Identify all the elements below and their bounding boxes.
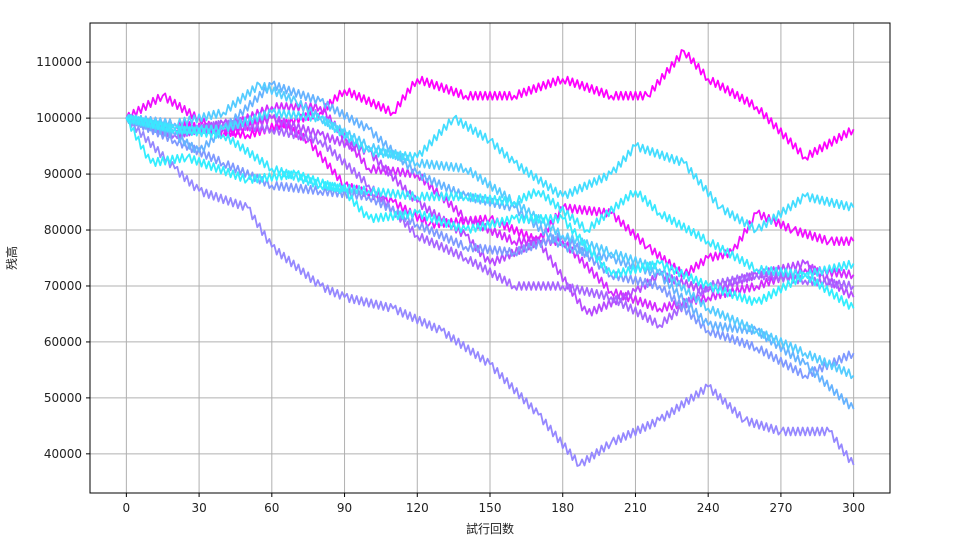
series-line-9 xyxy=(125,81,855,380)
series-line-12 xyxy=(126,117,855,310)
x-tick-label: 90 xyxy=(337,501,352,515)
series-line-10 xyxy=(125,108,855,234)
x-tick-label: 210 xyxy=(624,501,647,515)
y-tick-label: 100000 xyxy=(36,111,82,125)
x-tick-label: 240 xyxy=(697,501,720,515)
x-tick-label: 30 xyxy=(191,501,206,515)
y-axis-label: 残高 xyxy=(4,246,19,270)
y-axis: 40000 50000 60000 70000 80000 90000 100000 1100… xyxy=(36,55,90,461)
x-tick-label: 270 xyxy=(769,501,792,515)
series-line-7 xyxy=(125,115,855,380)
grid-lines xyxy=(90,23,890,493)
series-line-11 xyxy=(125,114,855,280)
y-tick-label: 50000 xyxy=(44,391,82,405)
series-group xyxy=(125,49,855,467)
y-tick-label: 90000 xyxy=(44,167,82,181)
x-tick-label: 0 xyxy=(123,501,131,515)
series-line-1 xyxy=(125,49,855,161)
x-tick-label: 60 xyxy=(264,501,279,515)
y-tick-label: 110000 xyxy=(36,55,82,69)
x-tick-label: 120 xyxy=(406,501,429,515)
y-tick-label: 80000 xyxy=(44,223,82,237)
x-tick-label: 180 xyxy=(551,501,574,515)
y-tick-label: 60000 xyxy=(44,335,82,349)
series-line-8 xyxy=(125,80,855,410)
x-axis: 0 30 60 90 120 150 180 210 240 270 300 xyxy=(123,493,865,515)
series-line-6 xyxy=(125,115,855,467)
x-tick-label: 300 xyxy=(842,501,865,515)
y-tick-label: 70000 xyxy=(44,279,82,293)
x-axis-label: 試行回数 xyxy=(466,521,514,536)
x-tick-label: 150 xyxy=(479,501,502,515)
y-tick-label: 40000 xyxy=(44,447,82,461)
